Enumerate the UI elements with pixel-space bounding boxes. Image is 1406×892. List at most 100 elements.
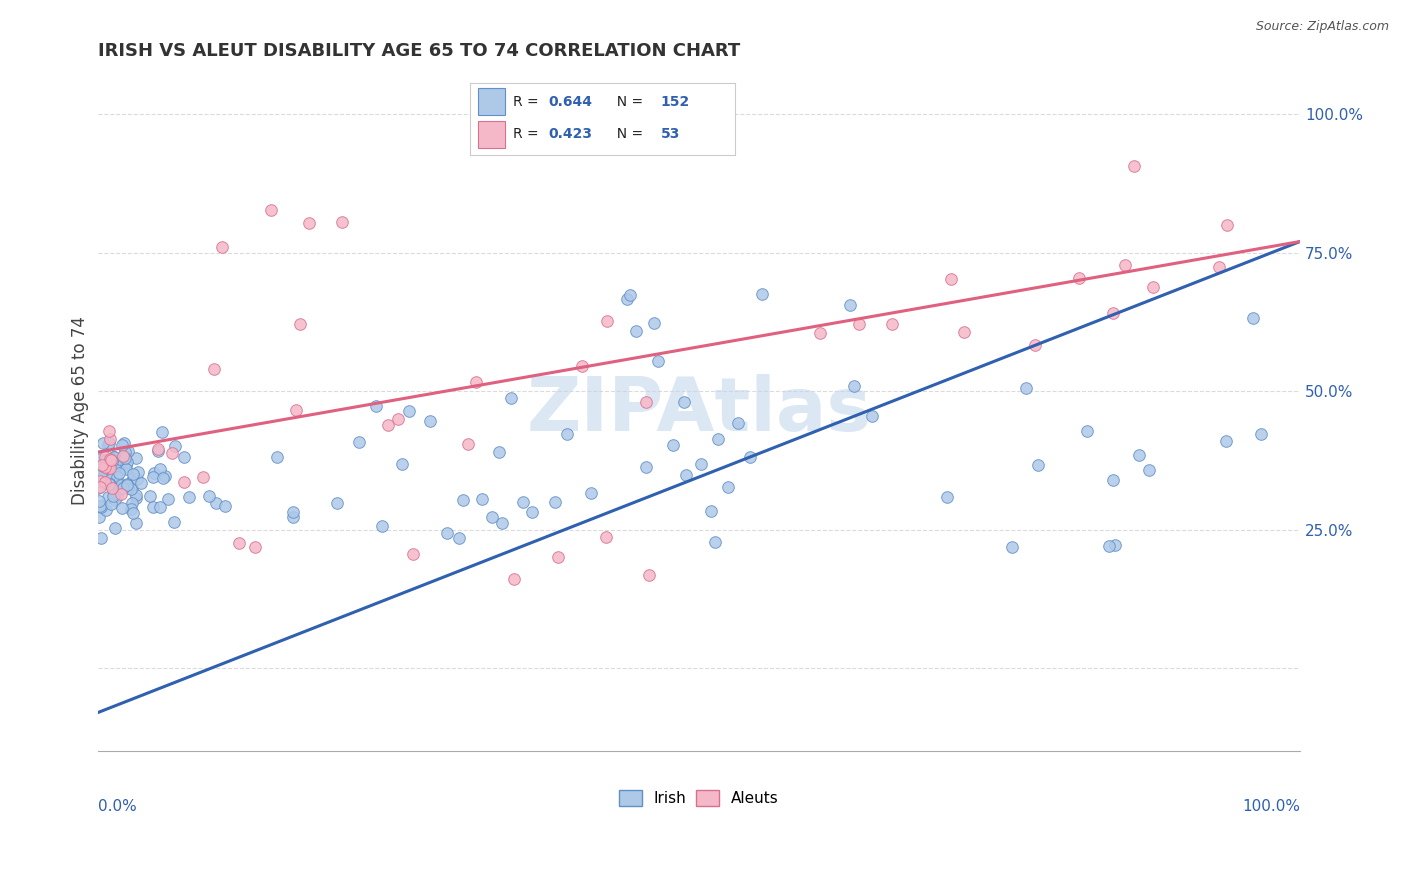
Point [104,521,127,535]
Point [751,287,773,301]
Point [120,502,142,516]
Point [1123,159,1146,173]
Point [173,475,195,489]
Point [156,492,179,507]
Point [89,452,111,467]
Point [391,457,413,471]
Text: 100.0%: 100.0% [1241,799,1301,814]
Point [98,452,121,467]
Point [152,471,174,485]
Point [112,481,135,495]
Point [93,462,115,476]
Point [122,470,145,484]
Point [1069,271,1091,285]
Point [103,461,125,475]
Point [544,494,567,508]
Point [125,491,148,506]
Point [1142,279,1164,293]
Point [146,444,169,458]
Point [100,498,122,512]
Point [125,472,148,486]
Point [97,476,120,491]
Point [634,460,657,475]
Point [326,496,349,510]
Point [91,458,114,473]
Point [142,470,165,484]
Point [1102,306,1125,320]
Point [115,478,138,492]
Point [114,445,136,459]
Point [120,482,142,496]
Point [108,451,131,466]
Point [520,505,543,519]
Point [457,437,479,451]
Point [1208,260,1230,274]
Point [1015,381,1038,395]
Point [98,476,121,491]
Point [214,499,236,513]
Point [619,288,641,302]
Point [634,395,657,409]
Point [97,436,120,450]
Point [110,480,132,494]
Point [191,470,214,484]
Point [98,465,121,479]
Point [143,467,166,481]
Point [94,476,117,491]
Point [108,466,131,480]
Point [243,540,266,554]
Point [121,496,143,510]
Point [89,499,111,513]
Point [125,488,148,502]
Point [596,314,619,328]
Point [465,375,488,389]
Point [624,324,647,338]
Point [90,500,112,514]
Point [419,414,441,428]
Point [700,504,723,518]
Point [94,450,117,464]
Point [115,462,138,476]
Point [90,467,112,481]
Point [101,483,124,498]
Point [1098,539,1121,553]
Point [87,493,110,508]
Point [111,501,134,516]
Point [89,474,111,488]
Point [595,530,617,544]
Point [94,455,117,469]
Point [398,403,420,417]
Point [197,489,219,503]
Point [101,475,124,490]
Point [488,445,510,459]
Point [844,379,866,393]
Text: IRISH VS ALEUT DISABILITY AGE 65 TO 74 CORRELATION CHART: IRISH VS ALEUT DISABILITY AGE 65 TO 74 C… [97,42,740,60]
Point [110,487,132,501]
Point [717,480,740,494]
Point [581,485,603,500]
Point [103,492,125,507]
Point [447,531,470,545]
Point [139,489,162,503]
Point [98,461,121,475]
Point [848,318,870,332]
Point [89,509,111,524]
Point [90,531,112,545]
Point [401,547,423,561]
Point [436,526,458,541]
Point [103,450,125,465]
Point [502,572,524,586]
Point [1102,473,1125,487]
Point [96,460,118,475]
Point [115,458,138,472]
Point [1250,427,1272,442]
Point [1215,434,1237,448]
Point [202,362,225,376]
Point [283,505,305,519]
Point [104,482,127,496]
Point [704,535,727,549]
Text: 0.0%: 0.0% [97,799,136,814]
Point [547,549,569,564]
Point [1137,463,1160,477]
Point [150,425,173,439]
